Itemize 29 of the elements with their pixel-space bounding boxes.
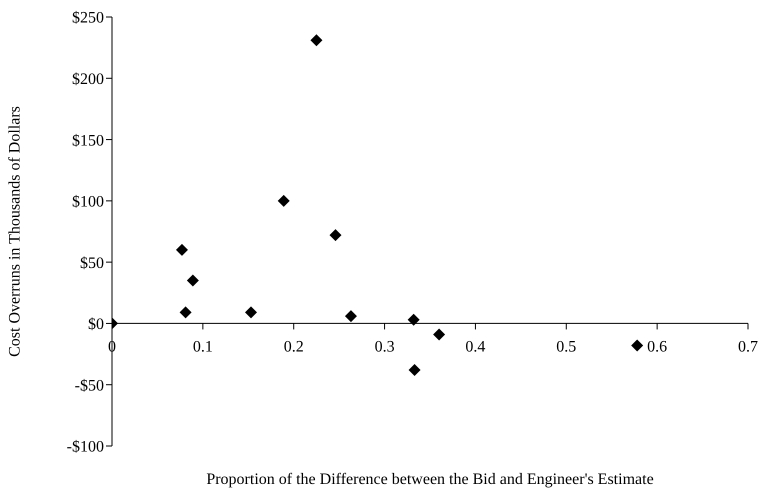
y-tick-label: -$100 [66,438,104,456]
point [180,306,192,318]
point [245,306,258,318]
x-tick-label: 0.3 [374,338,395,356]
x-axis-title: Proportion of the Difference between the Bid and Engineer's Estimate [206,471,654,488]
x-tick-label: 0.5 [556,338,576,356]
point [330,229,342,242]
x-tick-label: 0.1 [192,338,213,356]
y-tick-label: $150 [72,132,104,150]
y-tick-label: $50 [80,254,104,272]
x-tick-label: 0.6 [647,338,668,356]
y-axis-title: Cost Overruns in Thousands of Dollars [6,106,24,357]
point [310,34,322,46]
point [631,339,644,352]
point [408,314,420,326]
point [278,194,290,207]
y-tick-label: $250 [72,10,104,27]
y-tick-label: -$50 [74,377,104,394]
point [408,364,421,376]
x-tick-label: 0.4 [465,338,486,356]
point [344,310,357,322]
y-tick-label: $0 [88,316,104,334]
y-tick-label: $100 [72,194,104,211]
x-tick-label: 0.7 [738,338,758,356]
x-tick-label: 0.2 [284,338,304,356]
point [176,244,188,256]
y-tick-label: $200 [72,70,104,88]
point [433,328,446,340]
point [186,274,199,287]
